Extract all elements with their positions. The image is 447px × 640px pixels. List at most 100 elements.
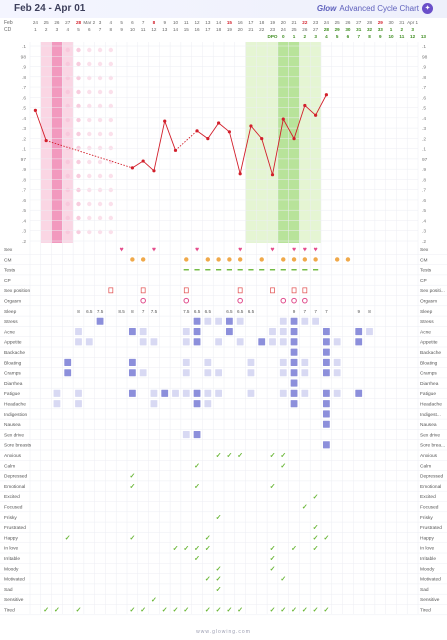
cd-label: 2 xyxy=(401,27,404,32)
cd-label: 1 xyxy=(34,27,37,32)
symptom-cell xyxy=(290,338,298,346)
date-label: 26 xyxy=(345,20,351,25)
period-drop-icon xyxy=(76,215,81,221)
row-label-left: Nausea xyxy=(4,422,21,428)
symptom-cell xyxy=(247,358,255,366)
check-icon: ✓ xyxy=(270,453,276,460)
symptom-cell xyxy=(150,338,158,346)
date-label: 9 xyxy=(163,20,166,25)
date-label: Mar 2 xyxy=(83,20,95,25)
temperature-point xyxy=(303,103,307,108)
period-drop-icon xyxy=(76,131,81,137)
symptom-cell xyxy=(322,358,330,366)
row-label-right: Moody xyxy=(420,566,435,572)
row-label-right: Backache xyxy=(420,350,441,356)
temperature-line-segment xyxy=(175,130,198,151)
cd-label: 21 xyxy=(248,27,254,32)
symptom-cell xyxy=(139,338,147,346)
period-drop-icon xyxy=(97,131,103,137)
check-icon: ✓ xyxy=(76,607,82,614)
glow-mascot-icon: ✦ xyxy=(422,3,433,14)
check-icon: ✓ xyxy=(313,535,319,542)
row-label-right: Tests xyxy=(420,268,432,274)
symptom-cell xyxy=(182,338,190,346)
period-drop-icon xyxy=(87,187,92,193)
row-label-right: Sleep xyxy=(420,309,433,315)
period-drop-icon xyxy=(87,201,92,207)
cd-label: 9 xyxy=(120,27,123,32)
dpo-label: 11 xyxy=(399,34,404,39)
cd-label: 10 xyxy=(130,27,136,32)
row-label-left: Sad xyxy=(4,587,13,593)
temp-axis-label-right: .9 xyxy=(422,167,426,173)
period-drop-icon xyxy=(76,173,81,179)
row-label-left: CP xyxy=(4,278,11,284)
temperature-line-segment xyxy=(261,138,273,175)
check-icon: ✓ xyxy=(291,607,297,614)
row-label-right: Fatigue xyxy=(420,391,436,397)
date-label: Apr 1 xyxy=(407,20,418,25)
temp-axis-label-right: .8 xyxy=(422,177,426,183)
row-label-right: Nausea xyxy=(420,422,437,428)
symptom-cell xyxy=(322,348,330,356)
sleep-value: 8 xyxy=(77,309,80,314)
cd-label: 24 xyxy=(281,27,287,32)
period-day-shade xyxy=(62,42,74,243)
cd-label: 17 xyxy=(205,27,211,32)
check-icon: ✓ xyxy=(237,607,243,614)
symptom-cell xyxy=(193,328,201,336)
temp-axis-label-right: 97 xyxy=(422,157,428,163)
check-icon: ✓ xyxy=(216,586,222,593)
cd-label: 27 xyxy=(313,27,319,32)
period-drop-icon xyxy=(87,173,92,179)
date-row-label: Feb xyxy=(4,20,13,26)
symptom-cell xyxy=(279,358,287,366)
symptom-cell xyxy=(366,328,373,336)
cd-label: 30 xyxy=(345,27,351,32)
check-icon: ✓ xyxy=(280,463,286,470)
row-label-left: Stress xyxy=(4,319,18,325)
check-icon: ✓ xyxy=(173,607,179,614)
temperature-line-segment xyxy=(164,120,176,151)
period-drop-icon xyxy=(97,201,103,207)
sex-position-icon xyxy=(291,287,297,294)
row-label-right: Headache xyxy=(420,402,442,408)
cd-label: 7 xyxy=(99,27,102,32)
cd-label: 19 xyxy=(227,27,233,32)
symptom-cell xyxy=(279,338,287,346)
period-drop-icon xyxy=(65,173,70,179)
row-label-right: Sex drive xyxy=(420,432,440,438)
row-label-left: Backache xyxy=(4,350,25,356)
temperature-line-segment xyxy=(272,119,284,175)
symptom-cell xyxy=(247,389,255,397)
check-icon: ✓ xyxy=(43,607,49,614)
period-drop-icon xyxy=(65,131,70,137)
date-label: 12 xyxy=(194,20,200,25)
date-label: 24 xyxy=(33,20,39,25)
row-label-right: Sad xyxy=(420,587,429,593)
period-drop-icon xyxy=(76,47,81,53)
temp-axis-label-left: .9 xyxy=(22,65,26,71)
cm-drop-icon xyxy=(130,257,135,262)
orgasm-icon xyxy=(183,297,190,304)
date-label: 23 xyxy=(313,20,319,25)
date-label: 16 xyxy=(238,20,244,25)
brand: Glow Advanced Cycle Chart ✦ xyxy=(317,3,433,14)
cd-label: 16 xyxy=(194,27,200,32)
symptom-cell xyxy=(322,410,330,418)
period-heavy-shade xyxy=(51,42,63,243)
cd-label: 18 xyxy=(216,27,222,32)
date-label: 19 xyxy=(270,20,276,25)
cm-drop-icon xyxy=(313,257,318,262)
cd-label: 13 xyxy=(162,27,168,32)
temp-axis-label-left: .8 xyxy=(22,75,26,81)
period-drop-icon xyxy=(97,187,103,193)
symptom-cell xyxy=(139,328,147,336)
sex-position-icon xyxy=(270,287,275,294)
temperature-point xyxy=(270,173,275,177)
row-label-left: Frustrated xyxy=(4,525,26,531)
symptom-cell xyxy=(172,389,179,397)
temp-axis-label-left: .4 xyxy=(22,218,26,224)
heart-icon: ♥ xyxy=(292,247,296,254)
check-icon: ✓ xyxy=(65,535,71,542)
